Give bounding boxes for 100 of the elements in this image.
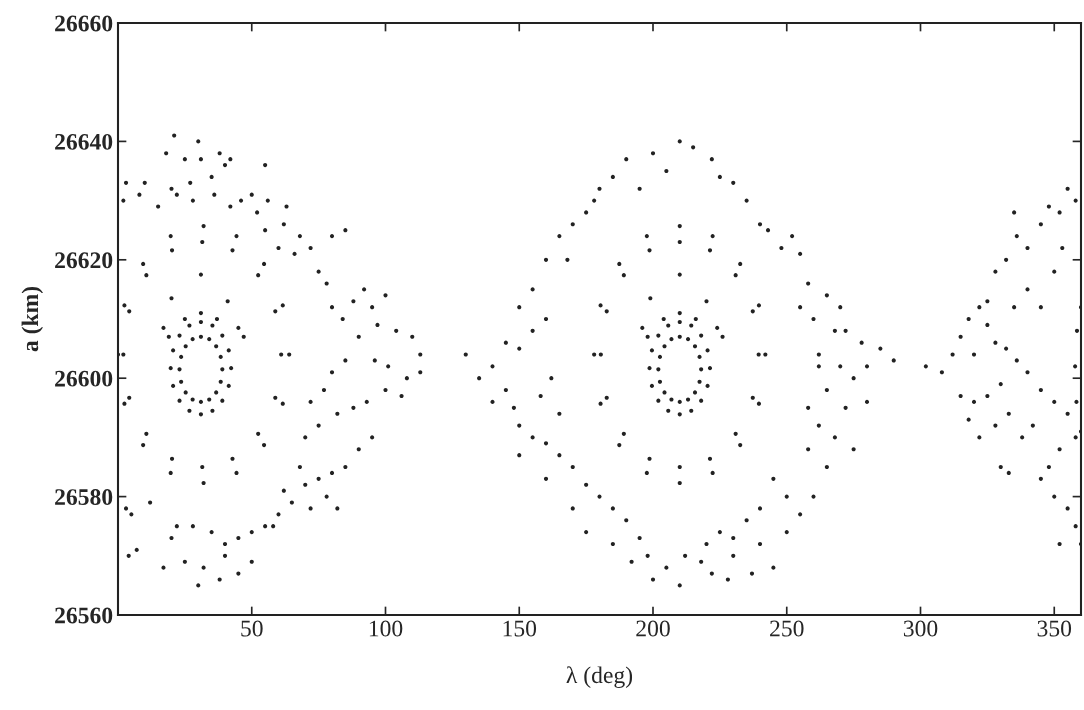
point (604, 309, 609, 314)
point (287, 352, 292, 357)
point (1004, 257, 1009, 262)
x-tick-label: 350 (1037, 620, 1072, 637)
point (171, 383, 176, 388)
point (998, 382, 1003, 387)
point (210, 408, 215, 413)
point (220, 398, 225, 403)
point (273, 309, 278, 314)
point (662, 344, 667, 349)
point (144, 273, 149, 278)
point (168, 234, 173, 239)
point (171, 348, 176, 353)
point (598, 352, 603, 357)
point (985, 393, 990, 399)
point (273, 395, 278, 400)
point (656, 367, 661, 372)
point (648, 296, 653, 301)
point (127, 395, 132, 400)
point (738, 443, 743, 448)
point (985, 322, 990, 327)
point (592, 352, 597, 357)
x-tick-label: 150 (503, 620, 537, 637)
point (1038, 476, 1043, 481)
point (207, 397, 212, 402)
point (201, 223, 206, 229)
point (1025, 245, 1030, 251)
point (241, 334, 246, 339)
point (229, 366, 234, 371)
point (169, 296, 174, 301)
point (661, 316, 666, 322)
point (677, 399, 682, 404)
point (183, 344, 188, 349)
point (1038, 305, 1043, 310)
point (656, 398, 661, 403)
point (226, 348, 231, 353)
point (214, 390, 219, 395)
point (640, 325, 645, 330)
y-tick-label: 26660 (55, 15, 113, 32)
point (604, 395, 609, 400)
y-tick-label: 26580 (55, 489, 113, 506)
point (677, 239, 682, 245)
point (707, 456, 713, 461)
point (707, 248, 713, 253)
point (182, 316, 187, 322)
point (200, 464, 205, 470)
x-tick-label: 100 (369, 620, 403, 637)
x-tick-label: 50 (241, 620, 263, 637)
point (966, 316, 971, 322)
point (1046, 204, 1051, 209)
point (685, 337, 691, 342)
y-tick-label: 26620 (55, 252, 113, 269)
point (1052, 269, 1057, 274)
y-tick-label: 26560 (55, 607, 113, 624)
point (697, 354, 702, 359)
point (649, 348, 655, 353)
point (1014, 234, 1019, 239)
point (187, 408, 192, 413)
point (261, 443, 267, 448)
point (693, 316, 698, 322)
point (704, 299, 709, 304)
point (1074, 399, 1079, 404)
point (645, 334, 650, 339)
y-axis-title: a (km) (21, 286, 43, 352)
point (141, 261, 146, 267)
point (666, 408, 671, 413)
point (756, 303, 762, 308)
point (1038, 222, 1043, 227)
point (677, 464, 682, 470)
point (1073, 524, 1078, 529)
point (689, 408, 694, 413)
point (939, 370, 944, 375)
point (1012, 210, 1017, 215)
point (198, 412, 204, 417)
point (669, 337, 674, 342)
point (647, 366, 652, 371)
point (1060, 245, 1065, 251)
point (179, 354, 184, 359)
point (1065, 411, 1070, 416)
x-tick-label: 200 (636, 620, 670, 637)
point (168, 470, 173, 475)
point (689, 323, 694, 328)
point (198, 272, 204, 277)
x-tick-label: 250 (770, 620, 804, 637)
point (200, 239, 205, 245)
point (677, 319, 682, 325)
point (166, 334, 171, 339)
x-tick-label: 300 (903, 620, 938, 637)
point (201, 480, 206, 486)
point (1074, 328, 1080, 333)
point (710, 470, 715, 475)
point (692, 344, 698, 349)
point (198, 334, 204, 339)
point (214, 344, 219, 349)
point (669, 397, 674, 402)
point (720, 334, 725, 339)
point (1006, 411, 1011, 416)
point (710, 234, 715, 239)
point (677, 311, 682, 316)
point (168, 366, 173, 371)
